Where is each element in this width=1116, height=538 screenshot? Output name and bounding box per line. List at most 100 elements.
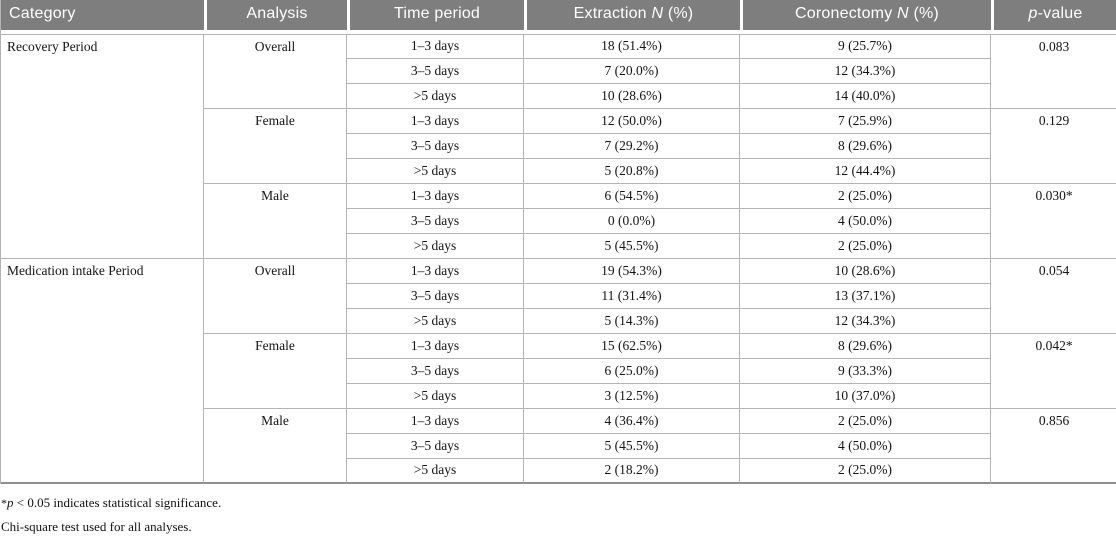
table-row: 3–5 days 5 (45.5%) 4 (50.0%): [1, 434, 1116, 459]
category-cell: Medication intake Period: [1, 259, 204, 484]
coronectomy-cell: 9 (33.3%): [740, 359, 991, 384]
p-value-cell: 0.054: [991, 259, 1116, 334]
extraction-cell: 5 (45.5%): [524, 234, 740, 259]
coronectomy-cell: 2 (25.0%): [740, 234, 991, 259]
time-period-cell: 3–5 days: [347, 434, 524, 459]
extraction-cell: 6 (25.0%): [524, 359, 740, 384]
footnote-significance: *p < 0.05 indicates statistical signific…: [1, 491, 1116, 515]
time-period-cell: 1–3 days: [347, 259, 524, 284]
footnote-p-italic: p: [7, 495, 14, 510]
extraction-n: N: [651, 5, 664, 22]
table-row: Recovery Period Overall 1–3 days 18 (51.…: [1, 34, 1116, 259]
extraction-cell: 6 (54.5%): [524, 184, 740, 209]
p-value-cell: 0.042*: [991, 334, 1116, 409]
footnote-method: Chi-square test used for all analyses.: [1, 515, 1116, 538]
time-period-cell: >5 days: [347, 459, 524, 484]
table-row: 3–5 days 11 (31.4%) 13 (37.1%): [1, 284, 1116, 309]
table-row: >5 days 2 (18.2%) 2 (25.0%): [1, 459, 1116, 484]
table-footnotes: *p < 0.05 indicates statistical signific…: [0, 491, 1116, 538]
coronectomy-cell: 12 (34.3%): [740, 59, 991, 84]
table-row: >5 days 10 (28.6%) 14 (40.0%): [1, 84, 1116, 109]
analysis-cell: Male: [204, 409, 347, 484]
col-header-extraction: Extraction N (%): [524, 0, 740, 34]
extraction-cell: 2 (18.2%): [524, 459, 740, 484]
analysis-cell: Male: [204, 184, 347, 259]
table-row: Medication intake Period Overall 1–3 day…: [1, 259, 1116, 484]
table-row: Male 1–3 days 6 (54.5%) 2 (25.0%) 0.030*: [1, 184, 1116, 259]
coronectomy-cell: 8 (29.6%): [740, 334, 991, 359]
table-row: >5 days 5 (20.8%) 12 (44.4%): [1, 159, 1116, 184]
table-header-row: Category Analysis Time period Extraction…: [1, 0, 1116, 34]
col-header-category: Category: [1, 0, 204, 34]
analysis-cell: Female: [204, 109, 347, 184]
coronectomy-cell: 13 (37.1%): [740, 284, 991, 309]
extraction-label: Extraction: [573, 5, 652, 22]
col-header-time-period: Time period: [347, 0, 524, 34]
time-period-cell: 1–3 days: [347, 184, 524, 209]
time-period-cell: 1–3 days: [347, 409, 524, 434]
table-row: 3–5 days 0 (0.0%) 4 (50.0%): [1, 209, 1116, 234]
table-row: >5 days 3 (12.5%) 10 (37.0%): [1, 384, 1116, 409]
time-period-cell: 1–3 days: [347, 34, 524, 59]
time-period-cell: >5 days: [347, 159, 524, 184]
time-period-cell: 3–5 days: [347, 284, 524, 309]
time-period-cell: >5 days: [347, 234, 524, 259]
time-period-cell: 3–5 days: [347, 59, 524, 84]
table-row: 3–5 days 7 (20.0%) 12 (34.3%): [1, 59, 1116, 84]
coronectomy-cell: 8 (29.6%): [740, 134, 991, 159]
extraction-cell: 4 (36.4%): [524, 409, 740, 434]
p-value-suffix: -value: [1037, 5, 1083, 22]
category-cell: Recovery Period: [1, 34, 204, 259]
extraction-cell: 11 (31.4%): [524, 284, 740, 309]
coronectomy-cell: 9 (25.7%): [740, 34, 991, 59]
coronectomy-cell: 4 (50.0%): [740, 434, 991, 459]
table-row: 3–5 days 6 (25.0%) 9 (33.3%): [1, 359, 1116, 384]
results-table: Category Analysis Time period Extraction…: [0, 0, 1116, 484]
table-row: Male 1–3 days 4 (36.4%) 2 (25.0%) 0.856: [1, 409, 1116, 484]
col-header-coronectomy: Coronectomy N (%): [740, 0, 991, 34]
coronectomy-cell: 2 (25.0%): [740, 409, 991, 434]
footnote-significance-text: < 0.05 indicates statistical significanc…: [13, 495, 222, 510]
coronectomy-cell: 10 (28.6%): [740, 259, 991, 284]
p-value-cell: 0.856: [991, 409, 1116, 484]
time-period-cell: 1–3 days: [347, 334, 524, 359]
time-period-cell: >5 days: [347, 84, 524, 109]
time-period-cell: >5 days: [347, 384, 524, 409]
time-period-cell: 3–5 days: [347, 359, 524, 384]
extraction-cell: 15 (62.5%): [524, 334, 740, 359]
table-row: >5 days 5 (14.3%) 12 (34.3%): [1, 309, 1116, 334]
table-row: Female 1–3 days 15 (62.5%) 8 (29.6%) 0.0…: [1, 334, 1116, 409]
time-period-cell: 1–3 days: [347, 109, 524, 134]
extraction-cell: 7 (29.2%): [524, 134, 740, 159]
footnote-method-text: Chi-square test used for all analyses.: [1, 519, 192, 534]
extraction-cell: 5 (14.3%): [524, 309, 740, 334]
analysis-cell: Overall: [204, 34, 347, 109]
coronectomy-cell: 4 (50.0%): [740, 209, 991, 234]
time-period-cell: >5 days: [347, 309, 524, 334]
analysis-cell: Female: [204, 334, 347, 409]
coronectomy-cell: 7 (25.9%): [740, 109, 991, 134]
extraction-cell: 5 (45.5%): [524, 434, 740, 459]
col-header-analysis: Analysis: [204, 0, 347, 34]
footnote-asterisk: *: [1, 496, 7, 510]
extraction-cell: 7 (20.0%): [524, 59, 740, 84]
extraction-pct: (%): [663, 5, 694, 22]
time-period-cell: 3–5 days: [347, 134, 524, 159]
table-row: >5 days 5 (45.5%) 2 (25.0%): [1, 234, 1116, 259]
coronectomy-cell: 12 (34.3%): [740, 309, 991, 334]
p-value-cell: 0.030*: [991, 184, 1116, 259]
extraction-cell: 19 (54.3%): [524, 259, 740, 284]
col-header-p-value: p-value: [991, 0, 1116, 34]
extraction-cell: 0 (0.0%): [524, 209, 740, 234]
table-row: Female 1–3 days 12 (50.0%) 7 (25.9%) 0.1…: [1, 109, 1116, 184]
extraction-cell: 5 (20.8%): [524, 159, 740, 184]
coronectomy-pct: (%): [908, 5, 939, 22]
p-value-cell: 0.083: [991, 34, 1116, 109]
table-row: 3–5 days 7 (29.2%) 8 (29.6%): [1, 134, 1116, 159]
extraction-cell: 18 (51.4%): [524, 34, 740, 59]
coronectomy-cell: 14 (40.0%): [740, 84, 991, 109]
coronectomy-n: N: [897, 5, 909, 22]
p-italic: p: [1028, 5, 1038, 22]
analysis-cell: Overall: [204, 259, 347, 334]
